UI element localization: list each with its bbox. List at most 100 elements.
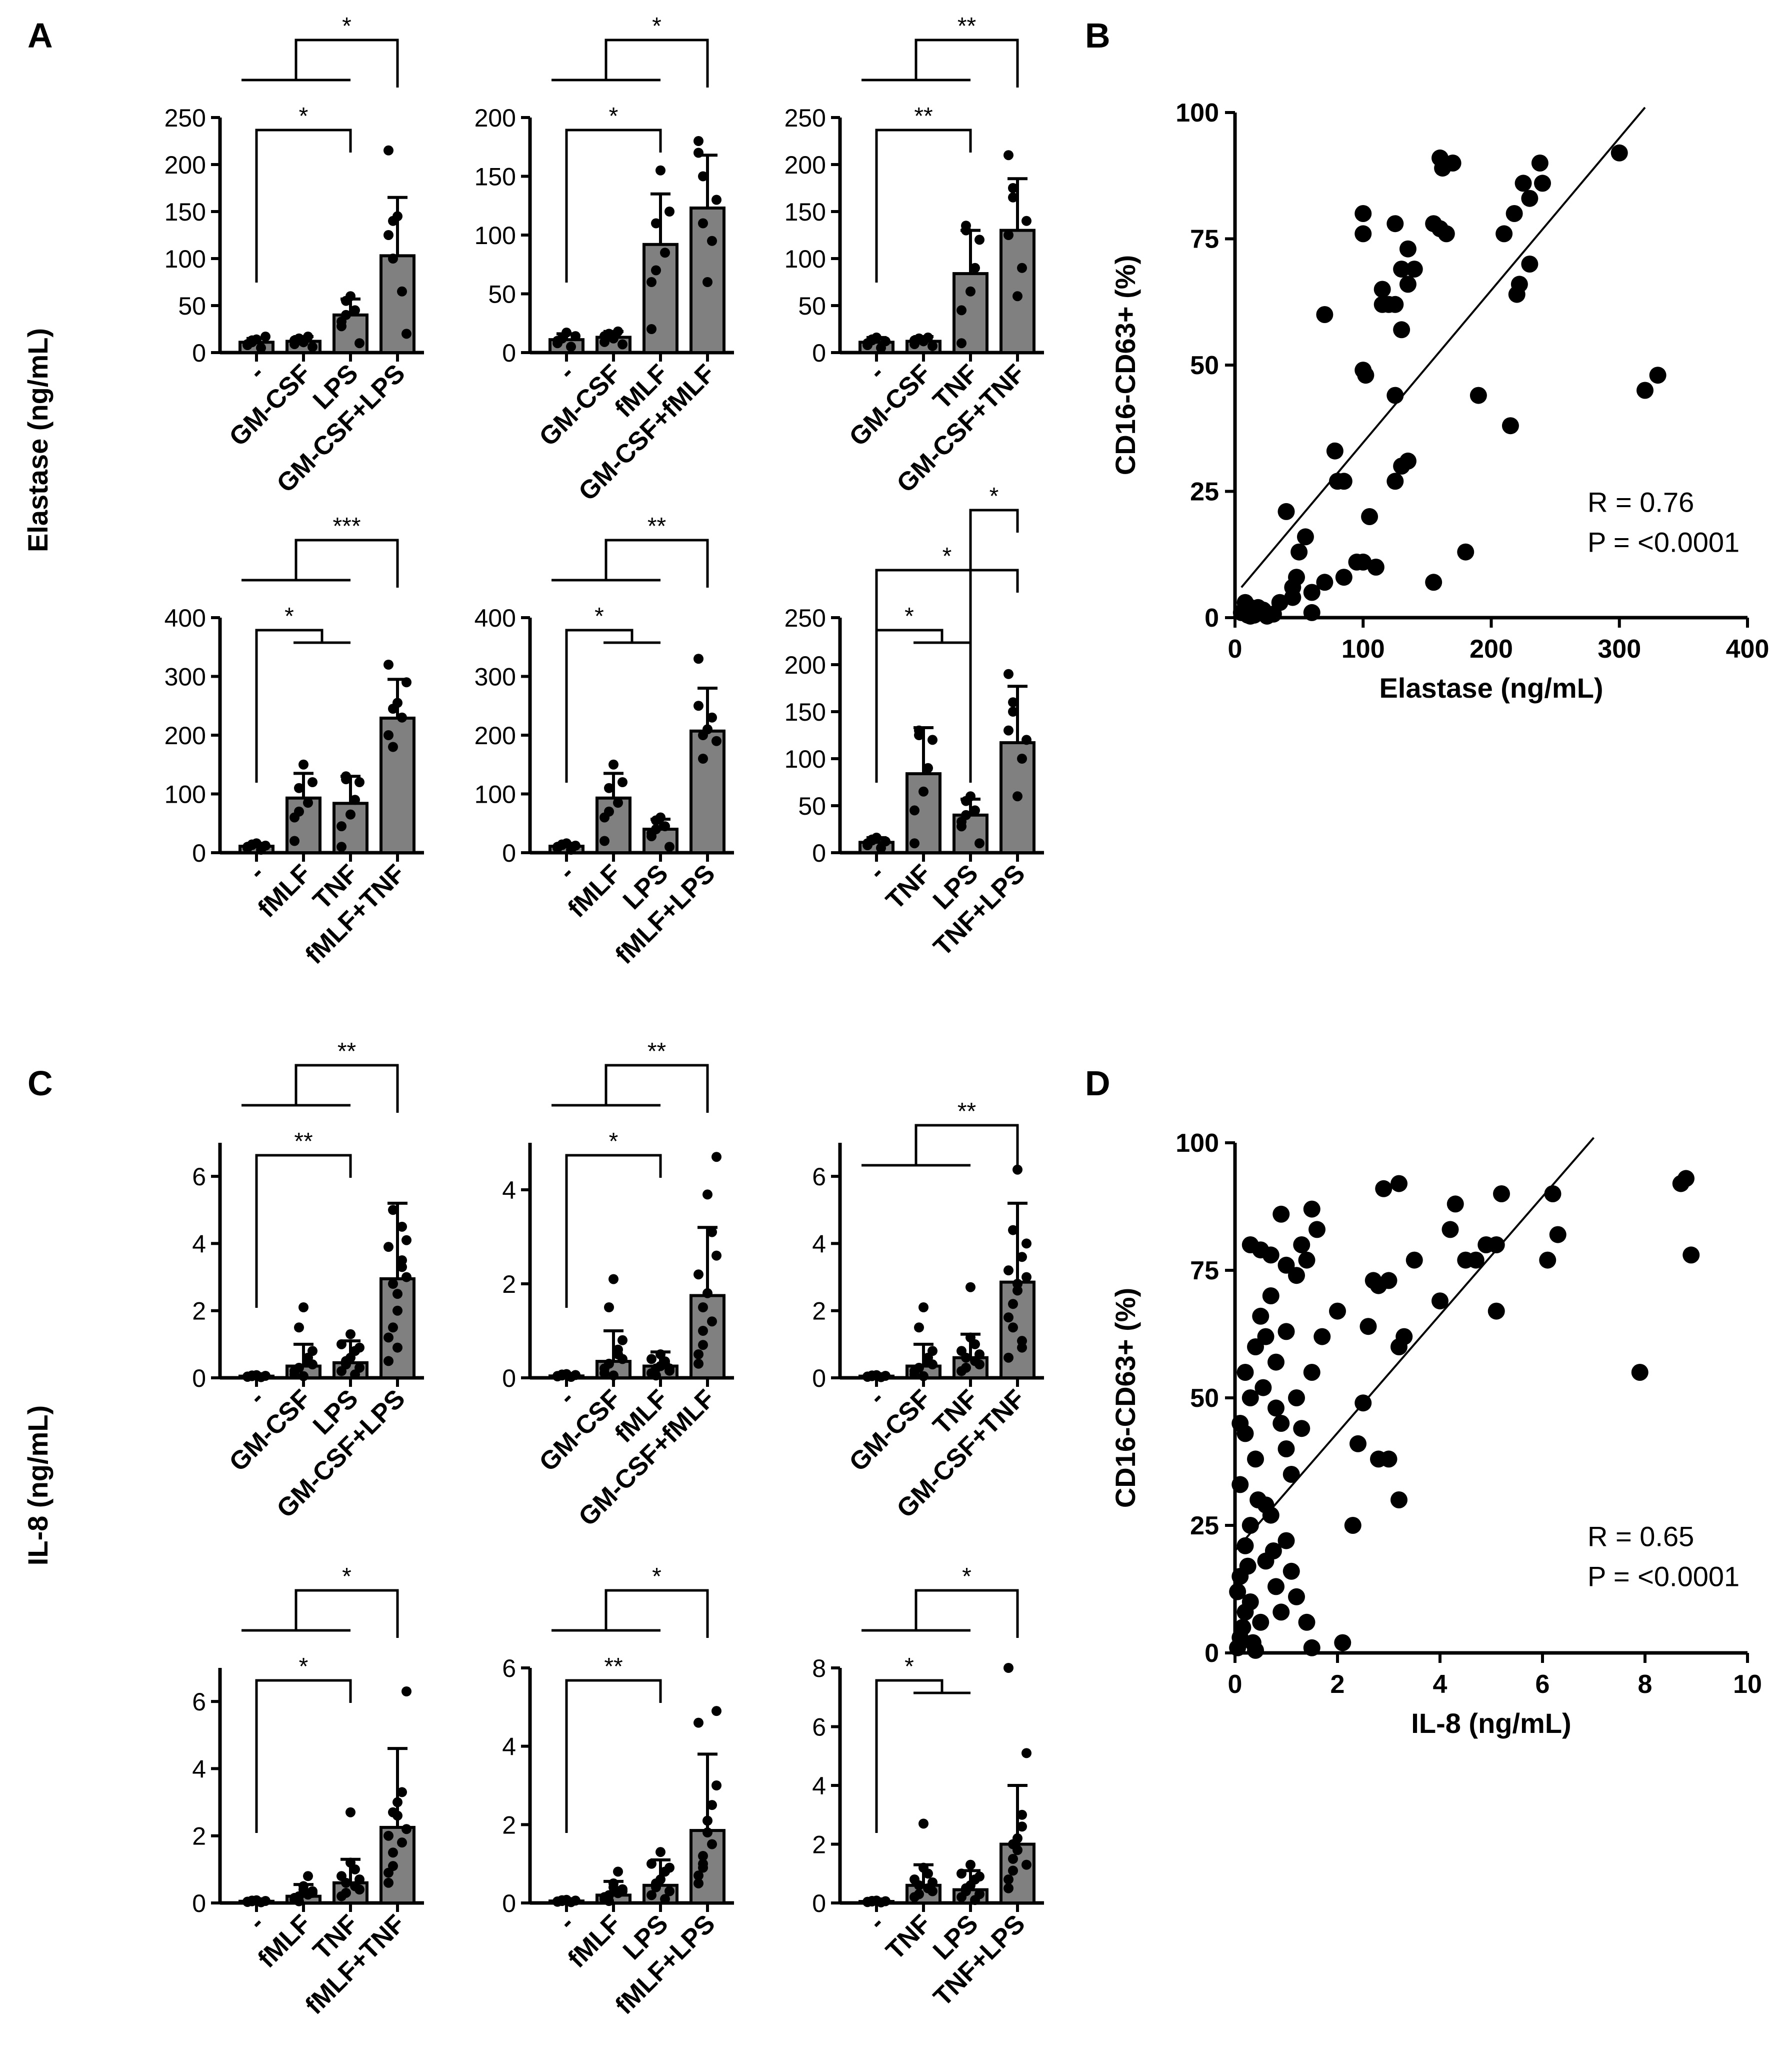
sig-bracket [255, 1154, 352, 1308]
data-point [1262, 1287, 1280, 1304]
data-point [1393, 321, 1410, 339]
data-point [656, 165, 666, 176]
data-point [1250, 1491, 1267, 1508]
sig-bracket [914, 1124, 1019, 1173]
data-point [698, 730, 708, 740]
data-point [256, 343, 266, 353]
data-point [1386, 387, 1404, 404]
data-point [966, 1859, 976, 1870]
data-point [1386, 215, 1404, 233]
data-point [1232, 1476, 1249, 1493]
charts-layer: 050100150200250-GM-CSFLPSGM-CSF+LPS**050… [164, 13, 1770, 2020]
regression-line [1240, 107, 1646, 588]
x-tick-label: fMLF [562, 1909, 627, 1973]
data-point [336, 1339, 346, 1349]
y-tick-label: 0 [812, 339, 826, 367]
data-point [1012, 1279, 1022, 1289]
data-point [1288, 569, 1305, 586]
y-tick-label: 25 [1190, 1511, 1219, 1540]
data-point [1022, 1238, 1032, 1249]
x-tick-label: 400 [1726, 635, 1770, 664]
y-tick-label: 150 [784, 198, 826, 226]
data-point [392, 1797, 402, 1807]
data-point [707, 1227, 717, 1237]
data-point [604, 329, 614, 339]
data-point [384, 1242, 394, 1252]
x-tick-label: fMLF [562, 859, 627, 923]
data-point [1636, 382, 1654, 399]
sig-bracket [294, 39, 399, 88]
data-point [354, 1342, 364, 1353]
sig-label: * [594, 603, 604, 630]
data-point [956, 1346, 966, 1356]
y-tick-label: 2 [812, 1297, 826, 1325]
data-point [350, 305, 360, 316]
data-point [247, 1895, 257, 1906]
data-point [1264, 1542, 1282, 1559]
data-point [402, 1686, 412, 1696]
data-point [346, 809, 356, 820]
data-point [694, 1349, 704, 1359]
x-tick-label: - [243, 359, 270, 385]
data-point [664, 1862, 674, 1873]
data-point [1288, 1588, 1305, 1605]
data-point [1272, 1415, 1290, 1432]
data-point [1334, 1634, 1352, 1651]
data-point [397, 1221, 407, 1232]
data-point [961, 810, 971, 820]
y-tick-label: 300 [474, 663, 516, 691]
data-point [1008, 1839, 1018, 1849]
data-point [1012, 291, 1022, 302]
il8-row-label: IL-8 (ng/mL) [22, 1405, 54, 1565]
data-point [1375, 1180, 1392, 1197]
data-point [961, 221, 971, 231]
data-point [397, 286, 407, 297]
y-tick-label: 100 [1176, 99, 1219, 128]
data-point [1278, 1532, 1295, 1549]
data-point [402, 1272, 412, 1282]
bar [380, 716, 416, 855]
x-tick-label: - [553, 859, 580, 885]
sig-bracket [565, 1154, 662, 1308]
x-tick-label: - [553, 1909, 580, 1935]
data-point [388, 1205, 398, 1215]
data-point [392, 1342, 402, 1353]
data-point [646, 324, 656, 334]
y-tick-label: 4 [812, 1772, 826, 1800]
x-tick-label: 200 [1470, 635, 1513, 664]
data-point [651, 824, 661, 834]
data-point [1298, 1613, 1316, 1631]
data-point [660, 821, 670, 832]
data-point [260, 332, 270, 342]
data-point [1316, 306, 1334, 323]
data-point [702, 1827, 712, 1837]
data-point [260, 1895, 270, 1906]
data-point [397, 1787, 407, 1797]
x-tick-label: TNF [880, 1909, 936, 1965]
data-point [346, 1807, 356, 1817]
x-tick-label: - [863, 1909, 890, 1935]
y-tick-label: 250 [784, 104, 826, 132]
data-point [698, 1340, 708, 1350]
data-point [651, 1882, 661, 1892]
data-point [1004, 230, 1014, 240]
y-tick-label: 50 [178, 292, 206, 320]
data-point [346, 1329, 356, 1339]
x-tick-label: fMLF [252, 1909, 317, 1973]
data-point [397, 1837, 407, 1848]
data-point [1268, 1578, 1284, 1595]
data-point [660, 1894, 670, 1904]
data-point [707, 1839, 717, 1849]
x-tick-label: 300 [1598, 635, 1641, 664]
data-point [618, 1884, 628, 1894]
data-point [966, 1880, 976, 1890]
data-point [698, 218, 708, 229]
data-point [336, 842, 346, 852]
x-tick-label: 6 [1536, 1670, 1550, 1699]
data-point [1257, 1328, 1274, 1345]
data-point [702, 1189, 712, 1200]
data-point [1350, 1435, 1366, 1452]
data-point [1678, 1170, 1694, 1187]
